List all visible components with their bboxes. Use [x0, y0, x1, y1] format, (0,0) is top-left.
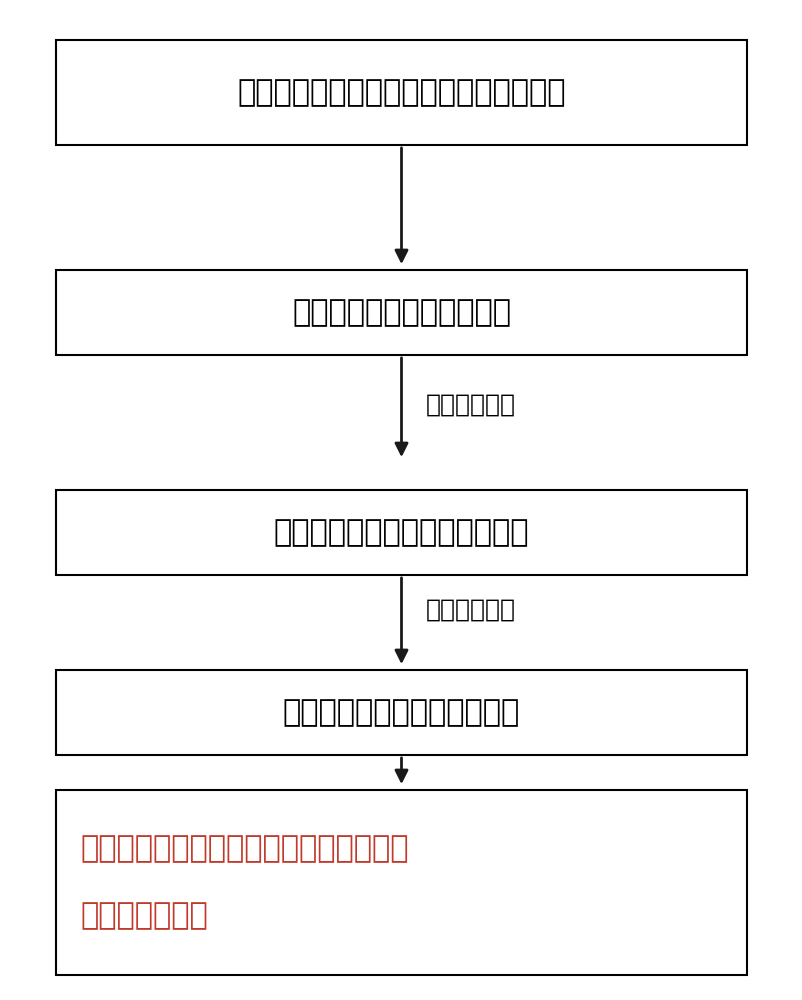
Text: 非导电塑料制件的表面粗化处理: 非导电塑料制件的表面粗化处理	[273, 518, 529, 547]
FancyBboxPatch shape	[56, 490, 746, 575]
Text: 利用微挤出成型方法获得非导电塑料制件: 利用微挤出成型方法获得非导电塑料制件	[237, 78, 565, 107]
Text: 去离子水冲洗: 去离子水冲洗	[425, 393, 515, 417]
FancyBboxPatch shape	[56, 40, 746, 145]
FancyBboxPatch shape	[56, 270, 746, 355]
Text: 非导电塑料制件的导电化处理: 非导电塑料制件的导电化处理	[282, 698, 520, 727]
FancyBboxPatch shape	[56, 790, 746, 975]
Text: 非导电塑料制件的除油处理: 非导电塑料制件的除油处理	[292, 298, 510, 327]
Text: 去离子水冲洗: 去离子水冲洗	[425, 598, 515, 622]
FancyBboxPatch shape	[56, 670, 746, 755]
Text: 以塑料制件作工具电极进行电火花加工，

获得金属微结构: 以塑料制件作工具电极进行电火花加工， 获得金属微结构	[80, 834, 408, 931]
